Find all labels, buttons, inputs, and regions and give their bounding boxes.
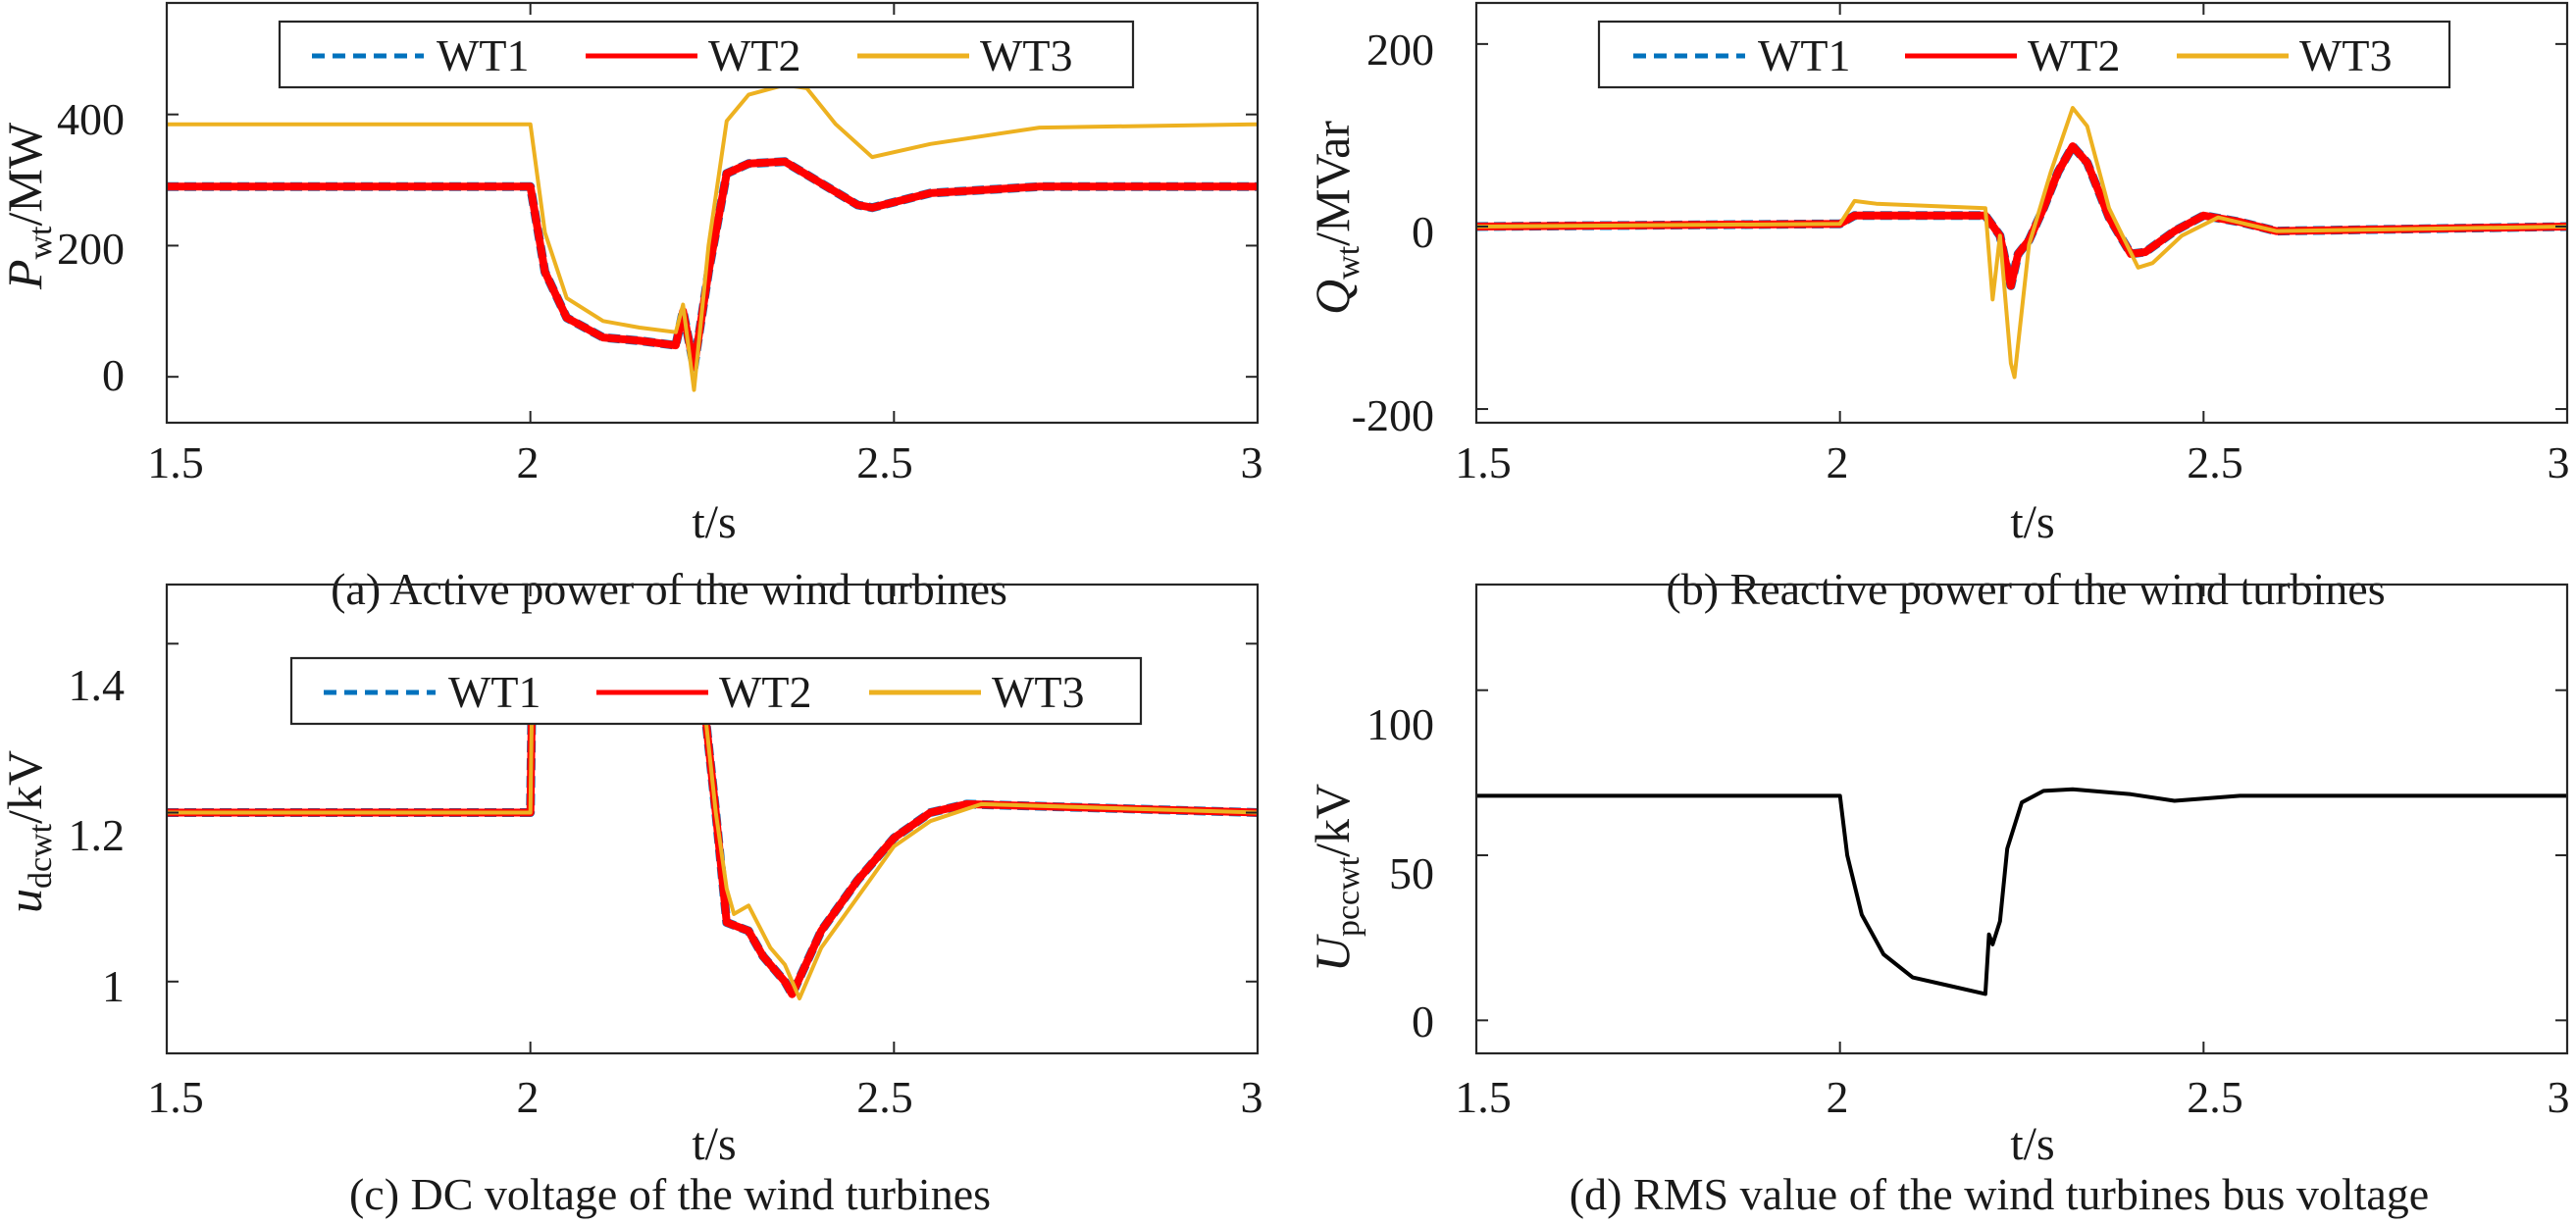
y-tick-label: 1 xyxy=(102,961,125,1011)
legend-label-wt1: WT1 xyxy=(448,667,541,717)
panel-b-ticks xyxy=(1475,3,2568,423)
y-axis-label: Upccwt/kV xyxy=(1305,784,1366,972)
y-tick-label: 200 xyxy=(57,224,125,274)
panel-d-series xyxy=(1476,787,2567,996)
y-axis-label: Pwt/MW xyxy=(0,122,59,290)
x-axis-label: t/s xyxy=(2010,496,2054,548)
panel-c-ticks xyxy=(166,585,1259,1053)
panel-c: 1.5 2 2.5 3 1 1.2 1.4 t/s udcwt/kV WT1 W… xyxy=(0,583,1263,1219)
x-axis-label: t/s xyxy=(2010,1118,2054,1170)
panel-a-ticks xyxy=(166,3,1259,423)
series-line-wt2 xyxy=(167,157,1258,372)
legend-label-wt2: WT2 xyxy=(708,30,801,80)
panel-a-series xyxy=(167,82,1258,392)
x-tick-label: 1.5 xyxy=(147,437,204,487)
x-tick-label: 1.5 xyxy=(1455,1072,1512,1122)
y-tick-label: 0 xyxy=(102,350,125,400)
x-tick-label: 1.5 xyxy=(147,1072,204,1122)
panel-d-axes-box xyxy=(1474,583,2569,1055)
series-line-wt3 xyxy=(1476,106,2567,380)
y-tick-label: 1.2 xyxy=(69,810,126,860)
panel-c-series xyxy=(167,706,1258,1000)
legend-label-wt1: WT1 xyxy=(437,30,530,80)
legend-label-wt2: WT2 xyxy=(719,667,812,717)
panel-b-caption: (b) Reactive power of the wind turbines xyxy=(1666,564,2385,614)
x-tick-label: 2.5 xyxy=(856,437,913,487)
x-axis-label: t/s xyxy=(692,1118,736,1170)
x-tick-label: 3 xyxy=(2548,1072,2570,1122)
x-tick-label: 2 xyxy=(1827,437,1849,487)
legend-label-wt3: WT3 xyxy=(2299,30,2393,80)
panel-b: 1.5 2 2.5 3 -200 0 200 t/s Qwt/MVar WT1 … xyxy=(1305,1,2570,614)
x-tick-label: 2 xyxy=(517,437,540,487)
legend-label-wt3: WT3 xyxy=(980,30,1073,80)
series-line-wt1 xyxy=(1476,141,2567,290)
panel-a-axes-box xyxy=(165,1,1260,425)
panel-b-series xyxy=(1476,106,2567,380)
series-line-wt2 xyxy=(1476,142,2567,290)
panel-c-axes-box xyxy=(165,583,1260,1055)
y-tick-label: 0 xyxy=(1412,207,1434,257)
legend: WT1 WT2 WT3 xyxy=(278,20,1135,89)
y-tick-label: 400 xyxy=(57,94,125,144)
legend-label-wt1: WT1 xyxy=(1758,30,1851,80)
y-tick-label: 0 xyxy=(1412,996,1434,1046)
panel-a: 1.5 2 2.5 3 0 200 400 t/s Pwt/MW WT1 WT2… xyxy=(0,1,1263,614)
legend-label-wt3: WT3 xyxy=(992,667,1085,717)
legend-label-wt2: WT2 xyxy=(2028,30,2121,80)
y-tick-label: 200 xyxy=(1366,25,1434,75)
x-tick-label: 3 xyxy=(1241,1072,1263,1122)
x-axis-label: t/s xyxy=(692,496,736,548)
legend: WT1 WT2 WT3 xyxy=(1597,20,2451,89)
y-tick-label: 100 xyxy=(1366,699,1434,749)
panel-d-ticks xyxy=(1475,585,2568,1053)
y-axis-label: udcwt/kV xyxy=(0,750,59,913)
series-line-wt2 xyxy=(167,707,1258,998)
x-tick-label: 2.5 xyxy=(2187,1072,2243,1122)
x-tick-label: 1.5 xyxy=(1455,437,1512,487)
panel-d: 1.5 2 2.5 3 0 50 100 t/s Upccwt/kV (d) R… xyxy=(1305,583,2570,1219)
x-tick-label: 2.5 xyxy=(856,1072,913,1122)
x-tick-label: 2 xyxy=(1827,1072,1849,1122)
series-line-u xyxy=(1476,787,2567,996)
y-tick-label: 50 xyxy=(1389,848,1434,898)
panel-a-caption: (a) Active power of the wind turbines xyxy=(331,564,1007,614)
x-tick-label: 2.5 xyxy=(2187,437,2243,487)
x-tick-label: 2 xyxy=(517,1072,540,1122)
panel-d-caption: (d) RMS value of the wind turbines bus v… xyxy=(1570,1169,2429,1219)
panel-c-caption: (c) DC voltage of the wind turbines xyxy=(349,1169,991,1219)
x-tick-label: 3 xyxy=(2548,437,2570,487)
y-axis-label: Qwt/MVar xyxy=(1305,121,1366,315)
y-tick-label: -200 xyxy=(1352,390,1434,440)
panel-b-axes-box xyxy=(1474,1,2569,425)
x-tick-label: 3 xyxy=(1241,437,1263,487)
y-tick-label: 1.4 xyxy=(69,660,126,710)
series-line-wt3 xyxy=(167,82,1258,392)
legend: WT1 WT2 WT3 xyxy=(289,656,1143,726)
